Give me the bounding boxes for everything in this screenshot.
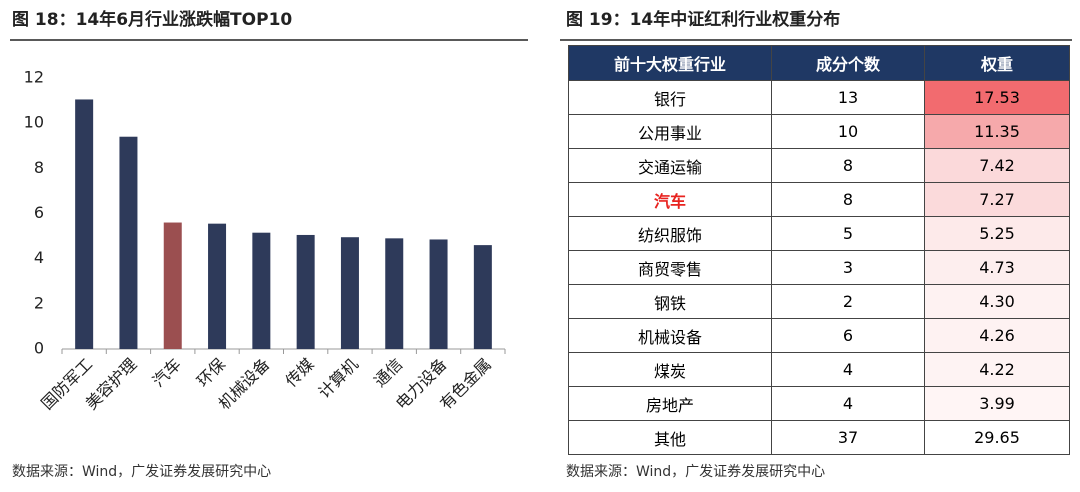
cell: 37 [771, 420, 925, 455]
cell: 13 [771, 80, 925, 115]
bar [473, 245, 492, 349]
x-tick-label: 汽车 [149, 355, 185, 391]
row: 房地产 4 3.99 [568, 386, 1070, 421]
bar [163, 222, 182, 349]
cell: 11.35 [924, 114, 1070, 149]
cell: 17.53 [924, 80, 1070, 115]
cell: 29.65 [924, 420, 1070, 455]
cell: 商贸零售 [568, 250, 772, 285]
header-cell: 成分个数 [771, 45, 925, 81]
row: 汽车 8 7.27 [568, 182, 1070, 217]
chart-title: 图 18：14年6月行业涨跌幅TOP10 [12, 9, 292, 30]
source: 数据来源：Wind，广发证券发展研究中心 [12, 464, 271, 480]
cell: 公用事业 [568, 114, 772, 149]
bar [296, 234, 315, 349]
bar [429, 239, 448, 349]
cell: 7.27 [924, 182, 1070, 217]
cell: 汽车 [568, 182, 772, 217]
row: 公用事业 10 11.35 [568, 114, 1070, 149]
row: 交通运输 8 7.42 [568, 148, 1070, 183]
table: 前十大权重行业 成分个数 权重 银行 13 17.53 公用事业 10 11.35 交通运输 8 7.… [568, 45, 1070, 455]
y-tick-label: 6 [34, 203, 44, 222]
cell: 房地产 [568, 386, 772, 421]
y-tick-label: 10 [24, 113, 44, 132]
cell: 4.26 [924, 318, 1070, 353]
cell: 钢铁 [568, 284, 772, 319]
y-tick-label: 0 [34, 339, 44, 358]
y-tick-label: 12 [24, 68, 44, 87]
cell: 机械设备 [568, 318, 772, 353]
row: 银行 13 17.53 [568, 80, 1070, 115]
x-tick-label: 计算机 [315, 355, 362, 402]
cell: 3 [771, 250, 925, 285]
header-cell: 权重 [924, 45, 1070, 81]
bar [252, 232, 271, 349]
row: 机械设备 6 4.26 [568, 318, 1070, 353]
row: 煤炭 4 4.22 [568, 352, 1070, 387]
y-tick-label: 4 [34, 248, 44, 267]
cell: 10 [771, 114, 925, 149]
cell: 4 [771, 386, 925, 421]
cell: 纺织服饰 [568, 216, 772, 251]
row: 商贸零售 3 4.73 [568, 250, 1070, 285]
cell: 其他 [568, 420, 772, 455]
cell: 4.30 [924, 284, 1070, 319]
y-tick-label: 2 [34, 293, 44, 312]
x-tick-label: 传媒 [282, 355, 318, 391]
y-tick-label: 8 [34, 158, 44, 177]
cell: 4.73 [924, 250, 1070, 285]
header-row: 前十大权重行业 成分个数 权重 [568, 45, 1070, 81]
row: 钢铁 2 4.30 [568, 284, 1070, 319]
row: 其他 37 29.65 [568, 420, 1070, 455]
cell: 交通运输 [568, 148, 772, 183]
bar [119, 136, 138, 349]
x-tick-label: 通信 [370, 355, 406, 391]
cell: 4 [771, 352, 925, 387]
cell: 5 [771, 216, 925, 251]
bar [75, 99, 94, 350]
cell: 2 [771, 284, 925, 319]
cell: 8 [771, 148, 925, 183]
cell: 银行 [568, 80, 772, 115]
row: 纺织服饰 5 5.25 [568, 216, 1070, 251]
cell: 6 [771, 318, 925, 353]
cell: 8 [771, 182, 925, 217]
x-tick-label: 环保 [193, 355, 229, 391]
header-cell: 前十大权重行业 [568, 45, 772, 81]
source: 数据来源：Wind，广发证券发展研究中心 [566, 464, 825, 480]
cell: 4.22 [924, 352, 1070, 387]
bar [385, 238, 404, 349]
cell: 5.25 [924, 216, 1070, 251]
table-title: 图 19：14年中证红利行业权重分布 [566, 9, 840, 30]
bar [208, 223, 227, 349]
cell: 7.42 [924, 148, 1070, 183]
cell: 3.99 [924, 386, 1070, 421]
bar [340, 237, 359, 349]
cell: 煤炭 [568, 352, 772, 387]
